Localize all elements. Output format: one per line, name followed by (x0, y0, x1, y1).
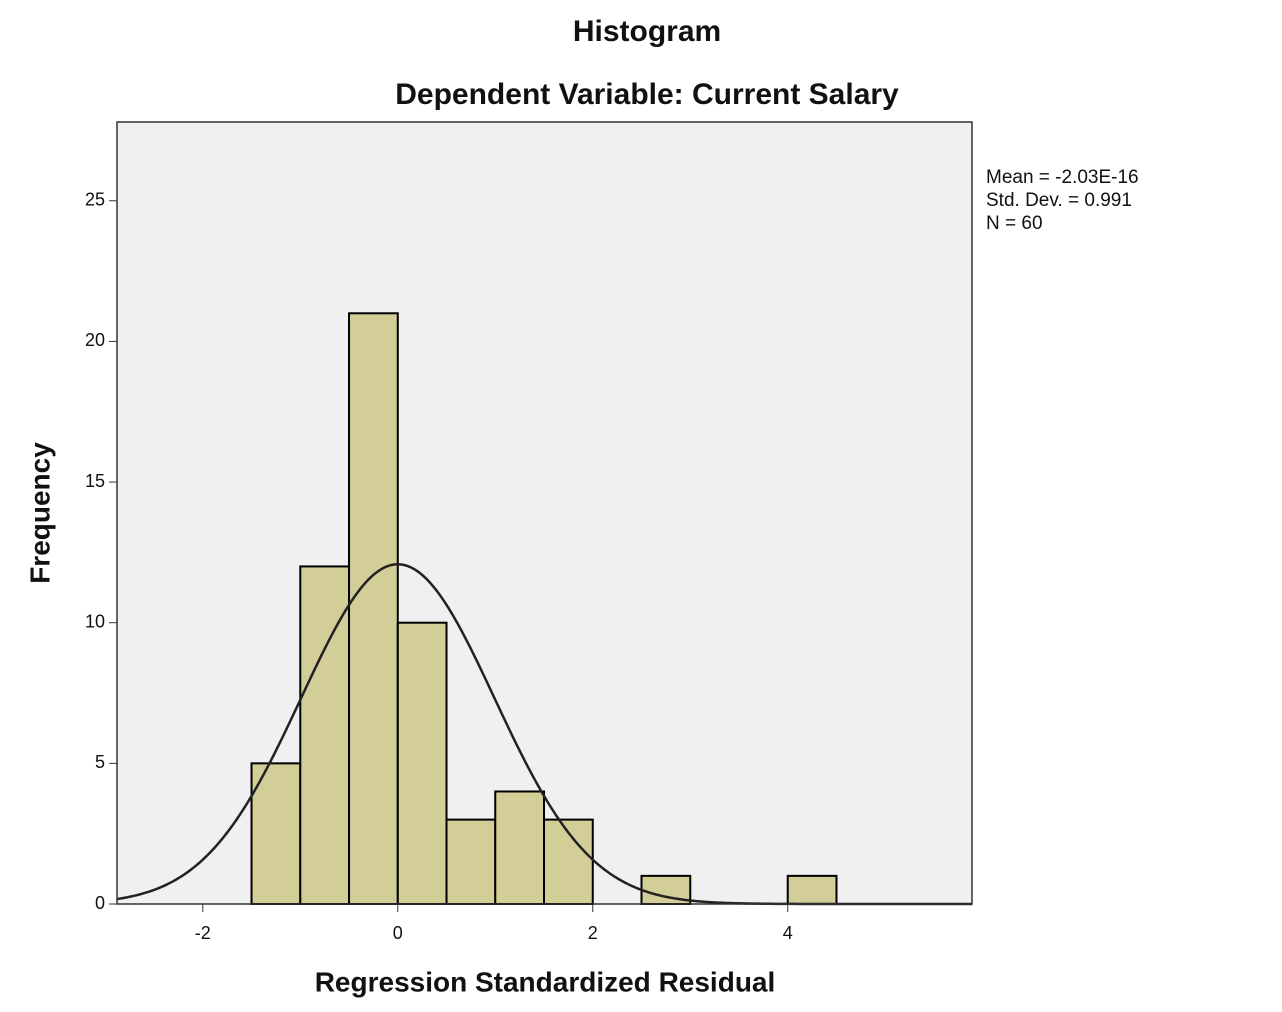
bar (445, 818, 497, 905)
chart-title: Histogram (573, 15, 721, 48)
bar (494, 790, 546, 905)
stat-label: Mean = -2.03E-16 (986, 167, 1139, 188)
x-tick-label: -2 (195, 923, 211, 943)
plot-frame (116, 121, 973, 905)
y-tick-label: 5 (95, 752, 105, 772)
x-tick-label: 0 (393, 923, 403, 943)
y-axis-title: Frequency (24, 442, 55, 584)
bar (299, 565, 351, 905)
y-tick-label: 10 (85, 611, 105, 631)
chart-subtitle: Dependent Variable: Current Salary (395, 78, 899, 111)
y-tick-label: 0 (95, 893, 105, 913)
stat-label: N = 60 (986, 213, 1043, 234)
y-tick-label: 25 (85, 190, 105, 210)
y-tick-label: 20 (85, 330, 105, 350)
bar (348, 312, 399, 905)
stat-label: Std. Dev. = 0.991 (986, 190, 1132, 211)
y-tick-label: 15 (85, 471, 105, 491)
bar (786, 874, 838, 905)
x-tick-label: 2 (588, 923, 598, 943)
x-axis-title: Regression Standardized Residual (315, 966, 776, 997)
bar (396, 621, 448, 905)
x-tick-label: 4 (783, 923, 793, 943)
plot-area (117, 122, 972, 904)
